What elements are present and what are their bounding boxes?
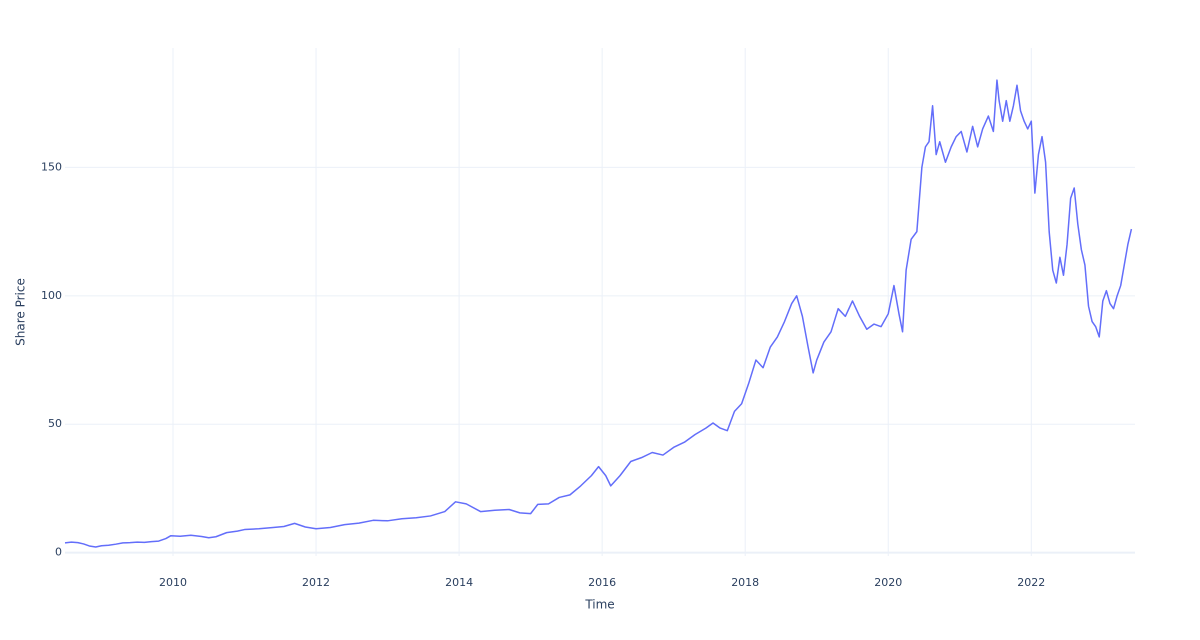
x-tick-label: 2022 [1017,576,1045,589]
price-line [64,79,1133,548]
y-tick-label: 0 [55,546,62,559]
y-axis-title: Share Price [14,278,28,346]
x-tick-label: 2016 [588,576,616,589]
y-tick-label: 150 [41,160,62,173]
x-tick-label: 2020 [874,576,902,589]
y-tick-label: 100 [41,289,62,302]
y-tick-label: 50 [48,417,62,430]
x-tick-label: 2014 [445,576,473,589]
x-tick-label: 2012 [302,576,330,589]
x-tick-label: 2010 [159,576,187,589]
x-tick-label: 2018 [731,576,759,589]
x-axis-title: Time [584,598,614,612]
